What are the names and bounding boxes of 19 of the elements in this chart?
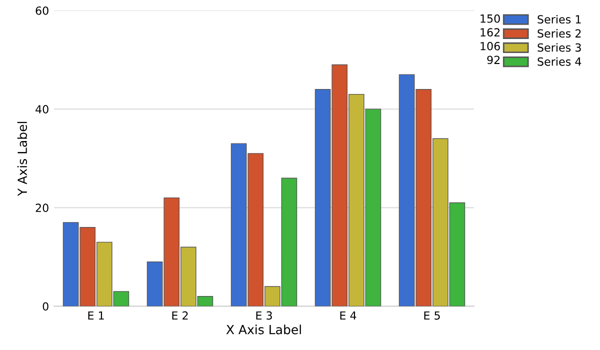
legend-label: Series 3 [538, 43, 581, 52]
legend-label: Series 4 [538, 57, 582, 66]
text: 106 [480, 42, 500, 50]
x-tick-label: E 3 [256, 311, 272, 320]
x-axis-title: X Axis Label [226, 324, 301, 334]
x-tick-label: E 5 [424, 311, 440, 320]
y-axis-title: Y Axis Label [17, 122, 28, 196]
x-tick-label: E 4 [340, 311, 356, 320]
y-tick-label: 60 [36, 6, 48, 15]
x-tick-label: E 2 [172, 311, 188, 320]
x-tick-label: E 1 [88, 311, 104, 320]
text: 150 [480, 14, 500, 23]
y-tick-label: 40 [36, 105, 48, 114]
legend-label: Series 1 [538, 14, 581, 24]
text: 162 [480, 28, 500, 37]
legend-label: Series 2 [538, 29, 581, 38]
y-tick-label: 20 [36, 204, 48, 212]
y-tick-label: 0 [42, 302, 48, 311]
text: 92 [487, 56, 500, 64]
